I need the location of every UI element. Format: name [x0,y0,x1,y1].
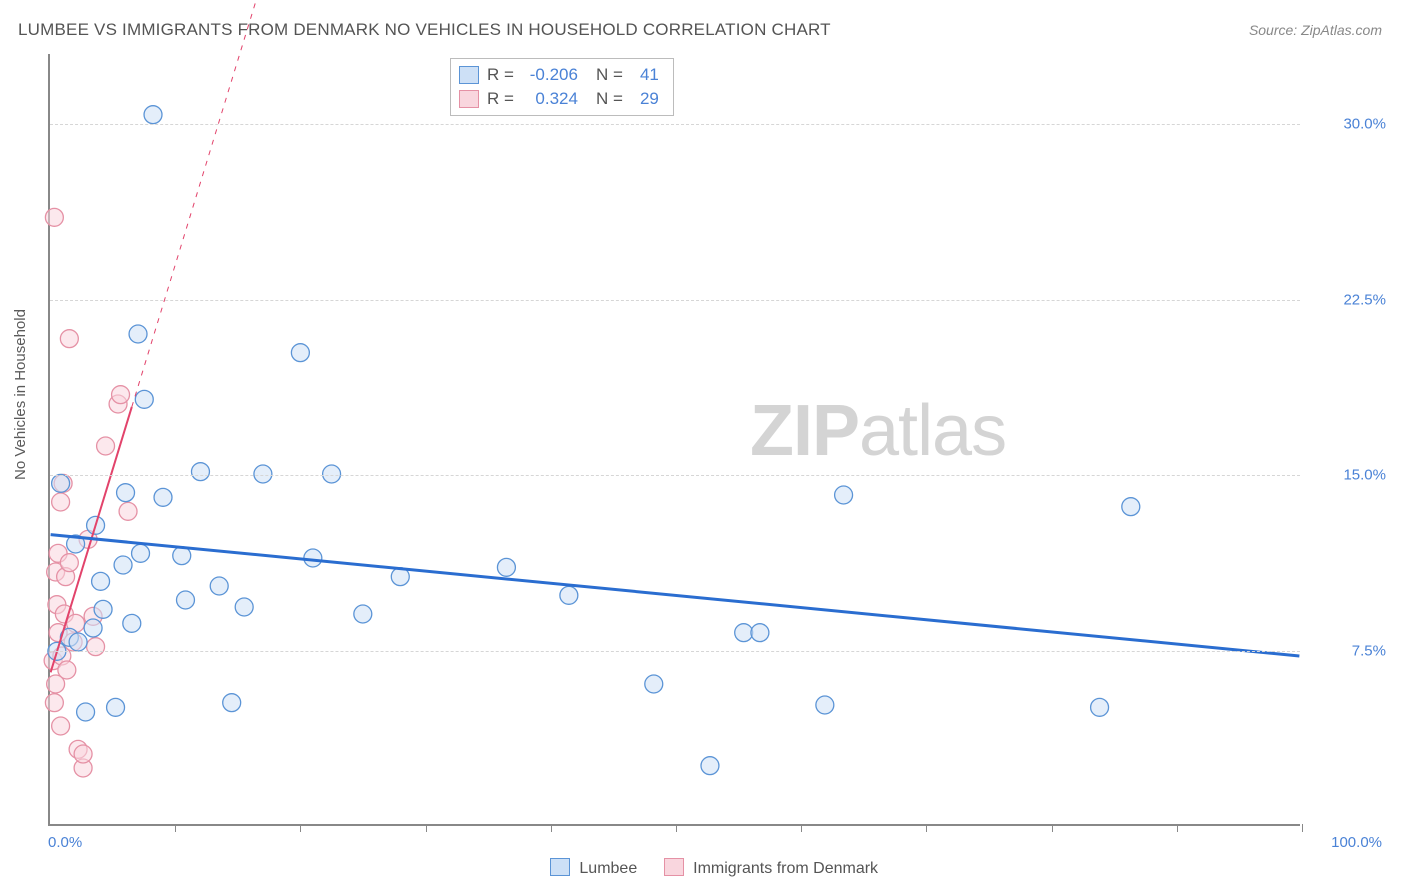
stat-value: -0.206 [522,63,578,87]
x-tick [175,824,176,832]
correlation-stats-box: R = -0.206 N = 41 R = 0.324 N = 29 [450,58,674,116]
denmark-point [112,386,130,404]
lumbee-point [52,474,70,492]
lumbee-point [69,633,87,651]
denmark-point [52,717,70,735]
denmark-point [52,493,70,511]
denmark-point [45,694,63,712]
lumbee-point [835,486,853,504]
gridline [50,124,1300,125]
denmark-point [60,554,78,572]
stat-label: R = [487,87,514,111]
lumbee-point [84,619,102,637]
denmark-point [97,437,115,455]
legend-label: Lumbee [579,860,637,877]
lumbee-point [223,694,241,712]
lumbee-point [135,390,153,408]
x-tick [1177,824,1178,832]
lumbee-point [751,624,769,642]
denmark-point [119,502,137,520]
lumbee-point [107,698,125,716]
legend-label: Immigrants from Denmark [693,860,878,877]
chart-title: LUMBEE VS IMMIGRANTS FROM DENMARK NO VEH… [18,20,831,40]
x-tick [676,824,677,832]
stat-label: N = [596,63,623,87]
plot-area: 7.5%15.0%22.5%30.0% [48,54,1300,826]
lumbee-point [132,544,150,562]
denmark-point [58,661,76,679]
y-tick-label: 15.0% [1343,467,1386,484]
lumbee-point [645,675,663,693]
x-axis-max-label: 100.0% [1331,834,1382,851]
gridline [50,475,1300,476]
lumbee-point [210,577,228,595]
lumbee-point [123,614,141,632]
scatter-svg [50,54,1300,824]
x-tick [926,824,927,832]
x-tick [1052,824,1053,832]
x-tick [300,824,301,832]
x-axis-min-label: 0.0% [48,834,82,851]
lumbee-point [304,549,322,567]
y-tick-label: 22.5% [1343,291,1386,308]
swatch-icon [459,66,479,84]
y-tick-label: 30.0% [1343,116,1386,133]
source-attribution: Source: ZipAtlas.com [1249,22,1382,38]
lumbee-point [735,624,753,642]
stat-value: 41 [631,63,659,87]
lumbee-point [117,484,135,502]
y-tick-label: 7.5% [1352,642,1386,659]
stats-row: R = -0.206 N = 41 [459,63,659,87]
denmark-point [74,745,92,763]
gridline [50,651,1300,652]
y-axis-label: No Vehicles in Household [12,309,29,480]
lumbee-point [254,465,272,483]
lumbee-point [235,598,253,616]
lumbee-point [560,586,578,604]
lumbee-point [77,703,95,721]
stat-value: 29 [631,87,659,111]
x-tick [551,824,552,832]
lumbee-point [191,463,209,481]
stat-value: 0.324 [522,87,578,111]
lumbee-point [1091,698,1109,716]
stat-label: N = [596,87,623,111]
lumbee-trend-line [51,535,1300,656]
denmark-point [87,638,105,656]
swatch-icon [459,90,479,108]
swatch-icon [664,858,684,876]
swatch-icon [550,858,570,876]
lumbee-point [92,572,110,590]
lumbee-point [177,591,195,609]
lumbee-point [497,558,515,576]
lumbee-point [701,757,719,775]
lumbee-point [1122,498,1140,516]
stats-row: R = 0.324 N = 29 [459,87,659,111]
x-tick [801,824,802,832]
lumbee-point [129,325,147,343]
gridline [50,300,1300,301]
lumbee-point [154,488,172,506]
lumbee-point [354,605,372,623]
denmark-point [60,330,78,348]
lumbee-point [114,556,132,574]
lumbee-point [323,465,341,483]
bottom-legend: Lumbee Immigrants from Denmark [0,858,1406,878]
x-tick [1302,824,1303,832]
lumbee-point [144,106,162,124]
lumbee-point [816,696,834,714]
denmark-point [45,208,63,226]
lumbee-point [291,344,309,362]
stat-label: R = [487,63,514,87]
lumbee-point [94,600,112,618]
x-tick [426,824,427,832]
